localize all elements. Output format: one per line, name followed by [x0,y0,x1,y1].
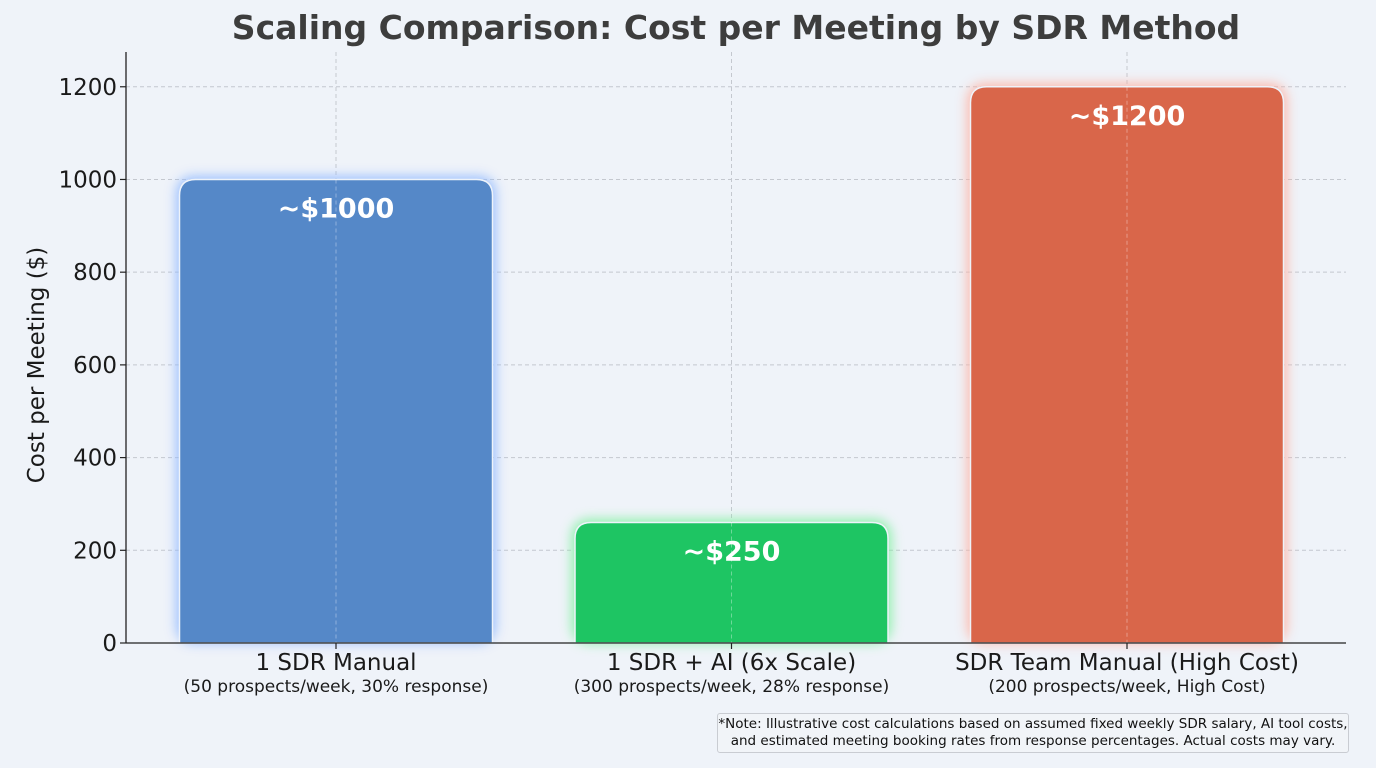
x-tick-sublabel: (300 prospects/week, 28% response) [574,677,890,697]
y-tick-label: 1200 [58,75,117,101]
x-tick-label: SDR Team Manual (High Cost) [955,650,1299,676]
bar [969,86,1285,644]
x-tick-label: 1 SDR Manual [255,650,416,676]
y-tick-label: 200 [73,538,117,564]
data-label: ~$1000 [278,193,395,224]
footnote: *Note: Illustrative cost calculations ba… [717,713,1349,753]
y-tick-label: 800 [73,260,117,286]
y-axis-label: Cost per Meeting ($) [24,247,50,484]
chart-title: Scaling Comparison: Cost per Meeting by … [232,8,1240,47]
data-label: ~$1200 [1069,101,1186,132]
y-tick-label: 600 [73,353,117,379]
x-tick-sublabel: (50 prospects/week, 30% response) [184,677,489,697]
data-label: ~$250 [683,536,781,567]
y-tick-label: 0 [102,631,117,657]
bar [574,521,889,644]
x-tick-label: 1 SDR + AI (6x Scale) [607,650,856,676]
y-tick-label: 400 [73,446,117,472]
y-tick-label: 1000 [58,167,117,193]
bar [178,178,494,644]
x-tick-sublabel: (200 prospects/week, High Cost) [988,677,1265,697]
